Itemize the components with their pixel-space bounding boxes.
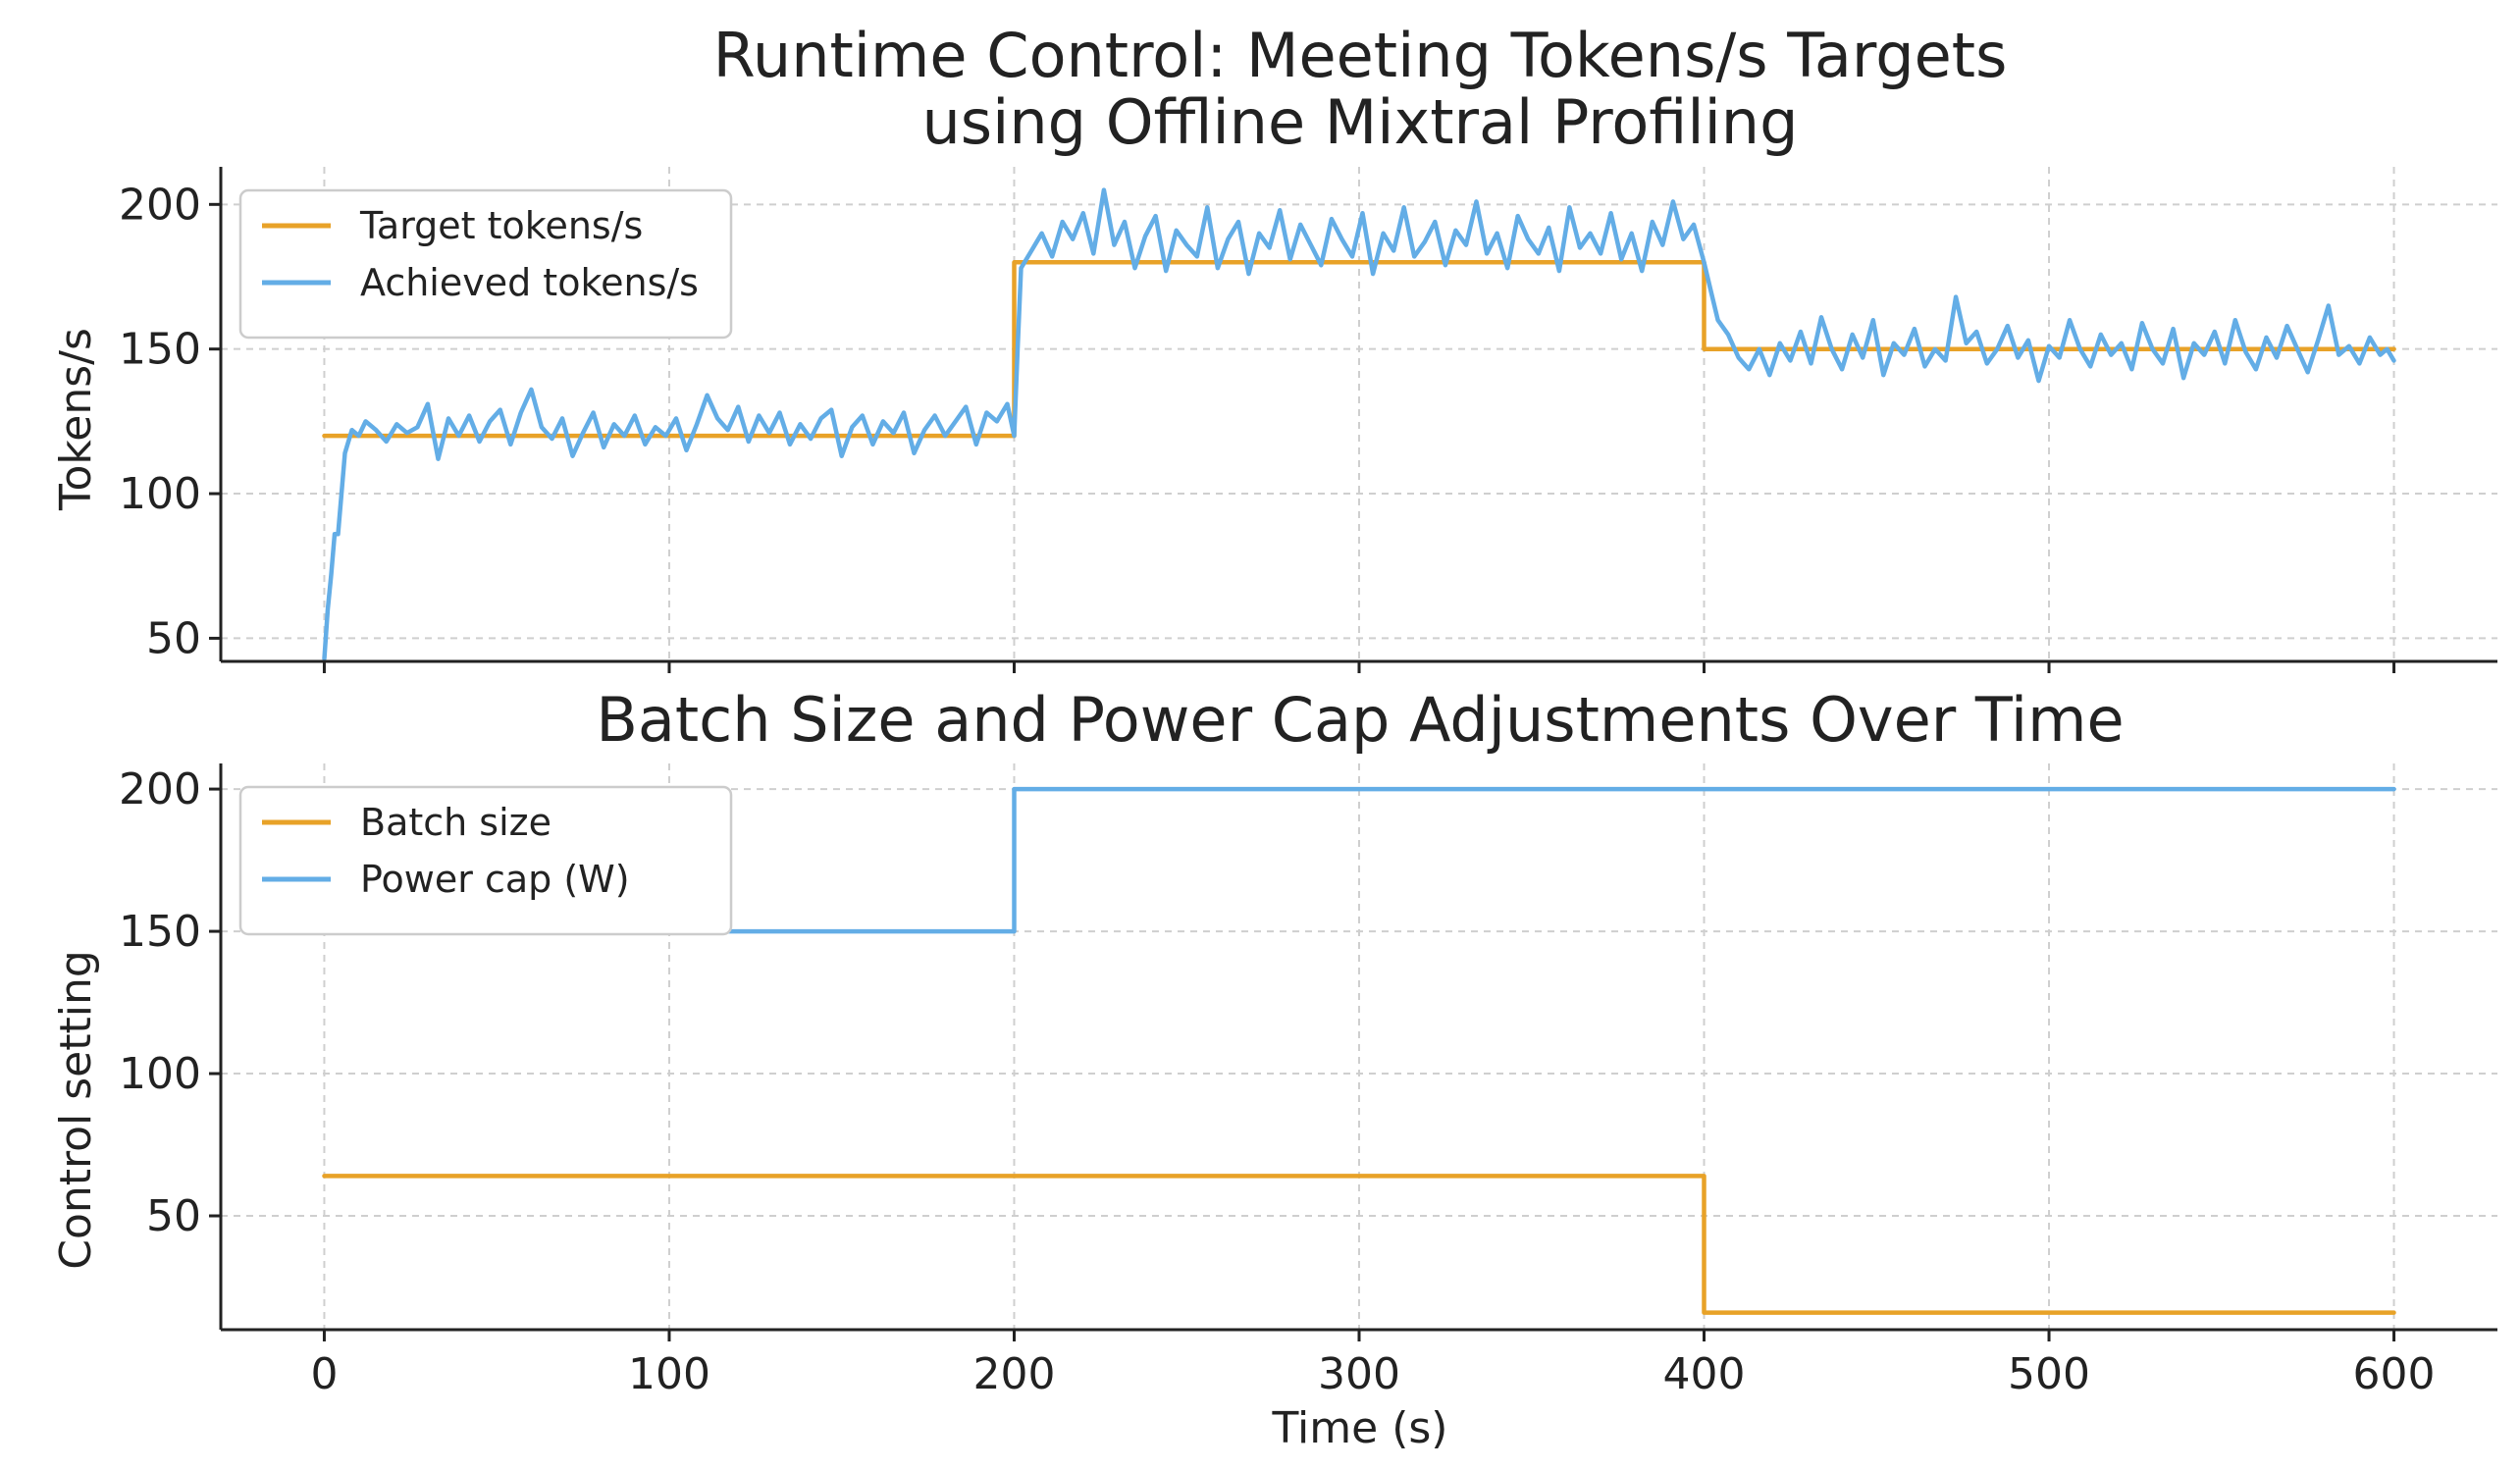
top-legend-label-0: Target tokens/s — [359, 204, 643, 247]
top-series-line-target-tokens-s — [322, 260, 2396, 439]
top-legend-label-1: Achieved tokens/s — [360, 261, 699, 304]
bottom-title: Batch Size and Power Cap Adjustments Ove… — [596, 684, 2124, 756]
top-legend: Target tokens/s Achieved tokens/s — [238, 188, 733, 340]
bottom-legend-box — [238, 785, 733, 936]
top-axes: 50 100 150 200 — [119, 167, 2497, 673]
top-y-tick-label: 50 — [146, 613, 201, 663]
top-panel: Runtime Control: Meeting Tokens/s Target… — [51, 20, 2497, 673]
bottom-y-axis-label: Control setting — [51, 950, 101, 1270]
top-title-line-2: using Offline Mixtral Profiling — [922, 86, 1799, 158]
bottom-y-tick-label: 200 — [119, 764, 201, 814]
x-tick-label: 200 — [972, 1349, 1055, 1399]
top-series-line-achieved-tokens-s — [322, 187, 2396, 661]
bottom-legend-label-0: Batch size — [360, 801, 551, 844]
bottom-y-tick-label: 100 — [119, 1049, 201, 1099]
bottom-axes: 50 100 150 200 0 100 200 300 400 500 600 — [119, 763, 2497, 1399]
x-tick-label: 500 — [2008, 1349, 2090, 1399]
x-tick-label: 400 — [1663, 1349, 1746, 1399]
top-y-tick-label: 200 — [119, 180, 201, 230]
bottom-series-line-batch-size — [322, 1174, 2396, 1315]
top-y-tick-label: 100 — [119, 469, 201, 519]
bottom-panel: Batch Size and Power Cap Adjustments Ove… — [51, 684, 2497, 1399]
x-axis-label: Time (s) — [1272, 1403, 1448, 1453]
x-tick-label: 0 — [310, 1349, 338, 1399]
x-tick-label: 300 — [1318, 1349, 1400, 1399]
top-series-lines — [322, 187, 2396, 661]
x-tick-label: 100 — [628, 1349, 710, 1399]
bottom-legend: Batch size Power cap (W) — [238, 785, 733, 936]
top-title-line-1: Runtime Control: Meeting Tokens/s Target… — [713, 20, 2008, 91]
bottom-y-tick-label: 50 — [146, 1191, 201, 1241]
bottom-legend-label-1: Power cap (W) — [360, 858, 630, 901]
top-y-tick-label: 150 — [119, 325, 201, 375]
bottom-y-tick-label: 150 — [119, 907, 201, 957]
top-legend-box — [238, 188, 733, 340]
top-y-axis-label: Tokens/s — [51, 328, 101, 511]
x-tick-label: 600 — [2353, 1349, 2436, 1399]
